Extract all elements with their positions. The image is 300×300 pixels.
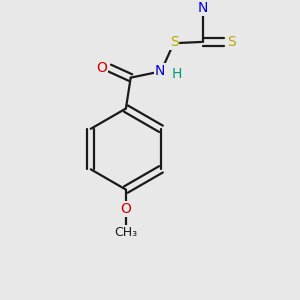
Text: O: O [120,202,131,216]
Text: S: S [170,35,178,49]
Text: N: N [154,64,165,78]
Text: S: S [227,35,236,49]
Text: O: O [96,61,107,75]
Text: CH₃: CH₃ [114,226,137,238]
Text: N: N [198,1,208,15]
Text: H: H [172,67,182,81]
